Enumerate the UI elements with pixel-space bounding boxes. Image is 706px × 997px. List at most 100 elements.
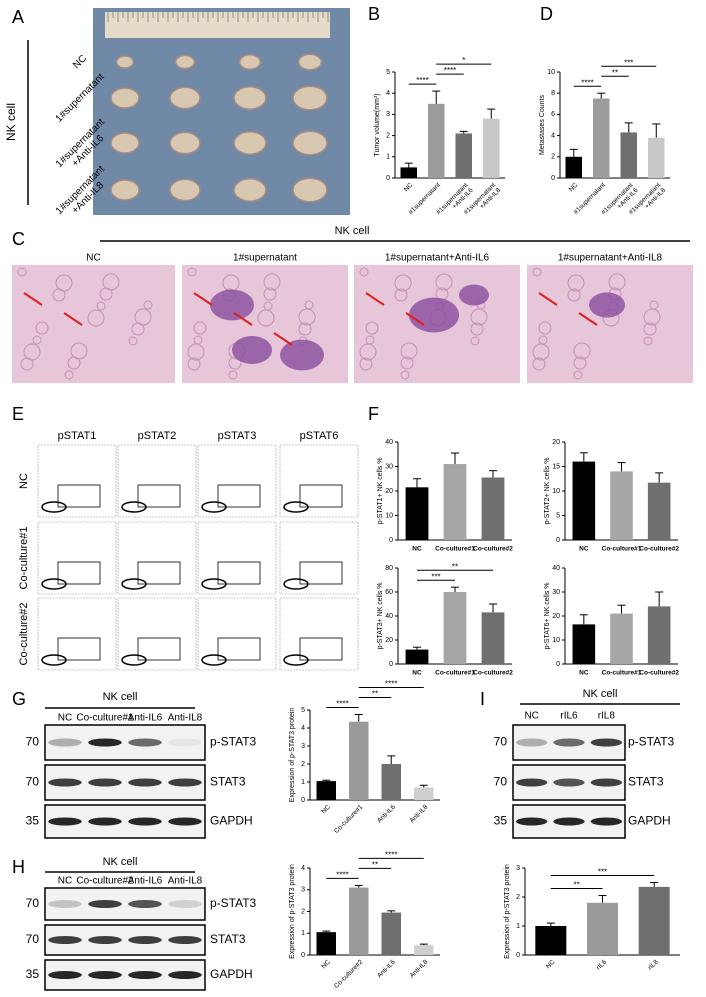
flow-plot xyxy=(37,521,117,595)
tumor xyxy=(233,131,267,155)
panel-label: I xyxy=(480,689,485,709)
tissue xyxy=(649,300,659,310)
tissue xyxy=(228,370,238,380)
gate xyxy=(137,637,181,661)
bar xyxy=(610,471,633,540)
bar xyxy=(535,926,567,955)
protein-label: STAT3 xyxy=(210,932,246,946)
group-label: NK cell xyxy=(4,103,18,141)
group-label: NK cell xyxy=(335,225,370,237)
tissue xyxy=(263,301,273,311)
tissue xyxy=(538,321,552,335)
flow-plot xyxy=(37,597,117,671)
y-tick-label: 2 xyxy=(386,132,390,139)
tissue xyxy=(608,273,626,291)
gate xyxy=(299,484,343,508)
flow-plot xyxy=(117,521,197,595)
significance-label: **** xyxy=(581,78,593,87)
tumor xyxy=(110,179,140,201)
band xyxy=(88,738,122,747)
y-tick-label: 1 xyxy=(301,779,305,786)
cell-population xyxy=(201,654,227,666)
tissue xyxy=(64,370,74,380)
x-tick-label: Co-culture#2 xyxy=(473,670,513,677)
row-label: NC xyxy=(18,473,30,489)
panel-label: F xyxy=(368,404,379,424)
tissue xyxy=(643,336,653,346)
lane-label: Anti-IL8 xyxy=(168,713,203,724)
y-tick-label: 0 xyxy=(551,175,555,182)
marker-label: 70 xyxy=(26,932,40,946)
x-tick-label: NC xyxy=(412,546,422,553)
cell-population xyxy=(121,501,147,513)
y-axis-label: p-STAT1+ NK cells % xyxy=(377,458,384,525)
tissue xyxy=(435,273,453,291)
band xyxy=(48,778,82,787)
significance-label: **** xyxy=(336,871,348,880)
y-tick-label: 5 xyxy=(556,512,560,519)
bar xyxy=(620,132,637,178)
y-tick-label: 0 xyxy=(386,175,390,182)
cell-population xyxy=(283,501,309,513)
tissue xyxy=(365,335,375,345)
tissue xyxy=(23,343,41,361)
y-tick-label: 0 xyxy=(389,661,393,668)
tissue xyxy=(193,321,207,335)
lane-label: Anti-IL8 xyxy=(168,876,203,887)
image-title: NC xyxy=(86,253,100,264)
bar xyxy=(593,98,610,178)
x-tick-label: rIL8 xyxy=(647,958,660,971)
band xyxy=(553,817,585,826)
y-tick-label: 4 xyxy=(551,132,555,139)
tumor xyxy=(169,178,201,202)
bar xyxy=(455,133,472,178)
bar xyxy=(349,887,369,955)
y-tick-label: 3 xyxy=(301,887,305,894)
tumor xyxy=(292,177,328,203)
y-tick-label: 20 xyxy=(552,613,560,620)
arrow xyxy=(578,312,598,326)
tissue xyxy=(532,357,546,371)
band xyxy=(48,738,82,747)
tissue xyxy=(470,336,480,346)
band xyxy=(88,778,122,787)
arrow xyxy=(273,332,293,346)
band xyxy=(48,817,82,826)
tissue xyxy=(359,357,373,371)
tissue xyxy=(359,267,369,277)
x-tick-label: Co-culture#2 xyxy=(639,670,679,677)
bar xyxy=(316,932,336,955)
y-axis-label: Expression of p-STAT3 protein xyxy=(504,864,511,959)
tissue xyxy=(400,356,414,370)
y-tick-label: 3 xyxy=(301,743,305,750)
x-tick-label: Anti-IL8 xyxy=(409,803,430,824)
tissue xyxy=(573,356,587,370)
tumor xyxy=(297,53,323,71)
tissue xyxy=(134,308,152,326)
marker-label: 70 xyxy=(494,735,508,749)
marker-label: 35 xyxy=(26,967,40,981)
y-tick-label: 4 xyxy=(301,865,305,872)
lane-label: rIL8 xyxy=(598,711,616,722)
protein-label: p-STAT3 xyxy=(628,735,675,749)
y-tick-label: 20 xyxy=(385,637,393,644)
lane-label: Co-culture#2 xyxy=(76,876,134,887)
y-tick-label: 0 xyxy=(301,797,305,804)
y-axis-label: p-STAT6+ NK cells % xyxy=(544,583,551,650)
arrow xyxy=(23,292,43,306)
band xyxy=(168,900,202,908)
band xyxy=(590,778,623,787)
tissue xyxy=(35,321,49,335)
x-tick-label: Anti-IL6 xyxy=(376,803,397,824)
y-tick-label: 2 xyxy=(301,908,305,915)
gate xyxy=(57,561,101,585)
tissue xyxy=(143,300,153,310)
tumor xyxy=(110,87,140,109)
protein-label: GAPDH xyxy=(628,814,671,828)
protein-label: GAPDH xyxy=(210,814,253,828)
protein-label: p-STAT3 xyxy=(210,735,257,749)
panel-label: B xyxy=(368,4,380,24)
band xyxy=(128,936,162,944)
tissue xyxy=(263,273,281,291)
